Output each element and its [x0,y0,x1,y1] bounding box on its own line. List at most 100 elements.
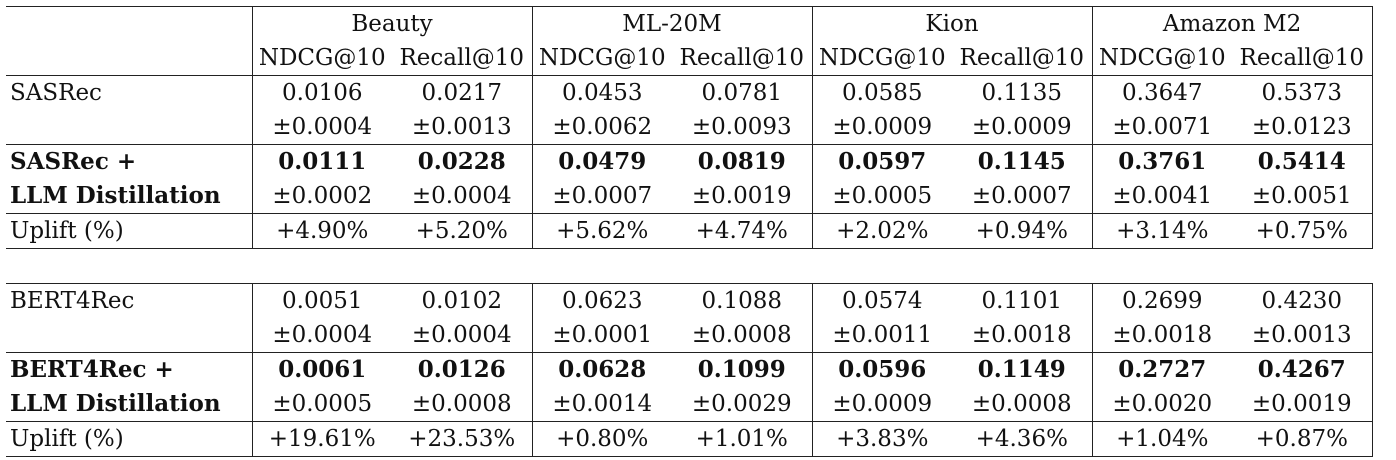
corner-cell [6,41,253,76]
value-cell: 0.0061 [278,356,367,383]
metric-header: Recall@10 [392,41,533,76]
value-cell: 0.0217 [392,75,533,110]
value-cell: ±0.0007 [952,179,1093,214]
value-cell: 0.0596 [838,356,927,383]
value-cell: 0.0623 [532,283,672,318]
results-table: Beauty ML-20M Kion Amazon M2 NDCG@10 Rec… [6,6,1373,457]
metric-header: NDCG@10 [538,45,666,71]
distill-mean-row: SASRec + 0.0111 0.0228 0.0479 0.0819 0.0597 0.… [6,144,1373,179]
value-cell: 0.1145 [952,144,1093,179]
value-cell: 0.0453 [562,80,643,106]
value-cell: ±0.0041 [1112,183,1213,209]
distill-std-row: LLM Distillation ±0.0002 ±0.0004 ±0.0007 ±0.… [6,179,1373,214]
value-cell: ±0.0013 [1232,318,1373,353]
value-cell: ±0.0013 [392,110,533,145]
value-cell: 0.0781 [672,75,813,110]
dataset-header-row: Beauty ML-20M Kion Amazon M2 [6,6,1373,41]
value-cell: ±0.0014 [552,391,653,417]
value-cell: ±0.0002 [272,183,373,209]
value-cell: +0.80% [556,426,649,452]
value-cell: 0.0102 [392,283,533,318]
metric-header: Recall@10 [952,41,1093,76]
uplift-label: Uplift (%) [6,421,253,457]
dataset-header: Beauty [252,6,533,41]
value-cell: ±0.0004 [272,322,373,348]
value-cell: 0.1149 [952,352,1093,387]
value-cell: ±0.0009 [832,391,933,417]
value-cell: 0.1088 [672,283,813,318]
value-cell: 0.2727 [1118,356,1207,383]
distill-mean-row: BERT4Rec + 0.0061 0.0126 0.0628 0.1099 0.0596… [6,352,1373,387]
value-cell: +2.02% [836,218,929,244]
spacer-row [6,249,1372,284]
empty-cell [6,318,253,353]
metric-header: NDCG@10 [818,45,946,71]
value-cell: +3.83% [836,426,929,452]
value-cell: +23.53% [392,421,533,457]
value-cell: 0.0628 [558,356,647,383]
value-cell: 0.0111 [278,148,367,175]
value-cell: 0.0574 [812,283,953,318]
value-cell: ±0.0011 [832,322,933,348]
model-name: SASRec [6,75,253,110]
value-cell: 0.0126 [392,352,533,387]
value-cell: 0.0585 [842,80,923,106]
value-cell: 0.0479 [558,148,647,175]
value-cell: +4.74% [672,213,813,249]
baseline-mean-row: SASRec 0.0106 0.0217 0.0453 0.0781 0.0585 0.11… [6,75,1373,110]
model-name-cont: LLM Distillation [6,179,253,214]
value-cell: +0.75% [1232,213,1373,249]
baseline-std-row: ±0.0004 ±0.0004 ±0.0001 ±0.0008 ±0.0011 ±0.00… [6,318,1373,353]
value-cell: ±0.0008 [392,387,533,422]
value-cell: ±0.0007 [552,183,653,209]
metric-header: NDCG@10 [258,45,386,71]
value-cell: 0.5414 [1232,144,1373,179]
value-cell: ±0.0018 [1112,322,1213,348]
uplift-label: Uplift (%) [6,213,253,249]
value-cell: 0.1101 [952,283,1093,318]
value-cell: 0.3761 [1118,148,1207,175]
value-cell: ±0.0093 [672,110,813,145]
value-cell: +19.61% [268,426,376,452]
value-cell: ±0.0019 [1232,387,1373,422]
value-cell: ±0.0008 [672,318,813,353]
value-cell: ±0.0018 [952,318,1093,353]
metric-header-row: NDCG@10 Recall@10 NDCG@10 Recall@10 NDCG… [6,41,1373,76]
value-cell: +4.90% [276,218,369,244]
dataset-header: Kion [812,6,1093,41]
value-cell: ±0.0004 [392,318,533,353]
value-cell: +4.36% [952,421,1093,457]
value-cell: ±0.0005 [832,183,933,209]
metric-header: Recall@10 [1232,41,1373,76]
value-cell: ±0.0071 [1112,114,1213,140]
value-cell: ±0.0008 [952,387,1093,422]
dataset-header: ML-20M [532,6,813,41]
model-name-cont: LLM Distillation [6,387,253,422]
value-cell: ±0.0009 [832,114,933,140]
value-cell: +5.62% [556,218,649,244]
value-cell: ±0.0123 [1232,110,1373,145]
value-cell: ±0.0062 [552,114,653,140]
value-cell: 0.0819 [672,144,813,179]
value-cell: 0.4267 [1232,352,1373,387]
value-cell: ±0.0019 [672,179,813,214]
value-cell: 0.4230 [1232,283,1373,318]
dataset-header: Amazon M2 [1092,6,1373,41]
value-cell: 0.0228 [392,144,533,179]
value-cell: ±0.0005 [272,391,373,417]
empty-cell [6,110,253,145]
table-body: SASRec 0.0106 0.0217 0.0453 0.0781 0.0585 0.11… [6,75,1373,457]
metric-header: NDCG@10 [1098,45,1226,71]
metric-header: Recall@10 [672,41,813,76]
value-cell: +1.04% [1116,426,1209,452]
baseline-std-row: ±0.0004 ±0.0013 ±0.0062 ±0.0093 ±0.0009 ±0.00… [6,110,1373,145]
distill-std-row: LLM Distillation ±0.0005 ±0.0008 ±0.0014 ±0.… [6,387,1373,422]
uplift-row: Uplift (%) +19.61% +23.53% +0.80% +1.01% +3.8… [6,421,1373,457]
value-cell: ±0.0001 [552,322,653,348]
value-cell: ±0.0004 [272,114,373,140]
value-cell: ±0.0051 [1232,179,1373,214]
value-cell: +5.20% [392,213,533,249]
value-cell: ±0.0004 [392,179,533,214]
value-cell: +0.94% [952,213,1093,249]
value-cell: 0.5373 [1232,75,1373,110]
